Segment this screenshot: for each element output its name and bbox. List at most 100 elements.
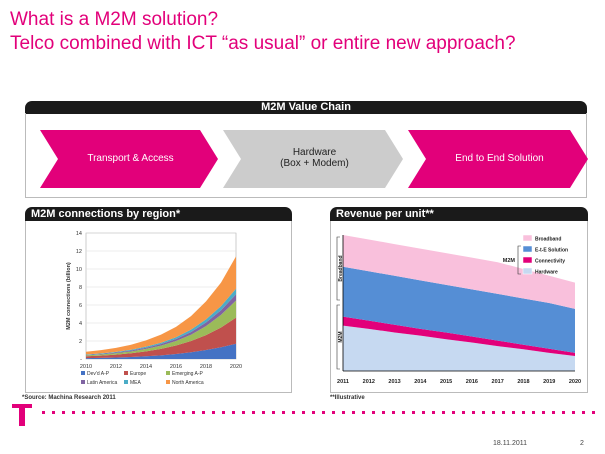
footer-dotted-line [42,411,595,414]
legend-swatch [81,371,85,375]
arrow-end-to-end-label: End to End Solution [455,152,544,164]
y-tick-label: 14 [76,231,82,237]
footer-dot [412,411,415,414]
area-series [86,317,236,359]
footer-dot [372,411,375,414]
footer-dot [512,411,515,414]
footer-dot [552,411,555,414]
legend-swatch [522,234,533,242]
legend-bracket [517,245,521,275]
legend-label: Dev'd A-P [87,371,110,377]
footer-dot [462,411,465,414]
legend-swatch [522,245,533,253]
connections-chart: - 2 4 6 8 10 12 14 2010 2012 2014 2016 2018 2020 M2M c… [66,231,242,386]
area-series [86,256,236,355]
arrow-hardware-label-line2: (Box + Modem) [280,158,349,169]
revenue-chart: 2011 2012 2013 2014 2015 2016 2017 2018 2019 2020… [336,234,581,385]
footer-dot [132,411,135,414]
x-tick-label: 2010 [80,364,92,370]
legend-swatch [522,267,533,275]
revenue-footnote: **Illustrative [330,395,365,401]
y-tick-label: 6 [79,303,82,309]
x-tick-label: 2020 [569,379,581,385]
footer-dot [562,411,565,414]
footer-dot [482,411,485,414]
area-series [343,266,575,353]
legend-label: Europe [130,371,146,377]
footer-dot [182,411,185,414]
legend-label: Emerging A-P [172,371,204,377]
legend-swatch [124,380,128,384]
footer-dot [302,411,305,414]
footer-dot [202,411,205,414]
footer-dot [72,411,75,414]
area-series [86,300,236,357]
footer-dot [192,411,195,414]
slide-title-line2: Telco combined with ICT “as usual” or en… [10,33,516,54]
arrow-hardware-label: Hardware (Box + Modem) [241,128,388,188]
footer-dot [272,411,275,414]
connections-panel [25,221,292,393]
legend-label: E-t-E Solution [535,248,568,254]
x-tick-label: 2011 [337,379,349,385]
footer-dot [262,411,265,414]
axis-segment-label: Breadband [338,255,344,281]
footer-dot [292,411,295,414]
y-tick-label: 4 [79,321,82,327]
area-series [86,294,236,356]
footer-dot [362,411,365,414]
x-tick-label: 2020 [230,364,242,370]
footer-dot [452,411,455,414]
y-tick-label: 8 [79,285,82,291]
footer-dot [252,411,255,414]
legend-label: Latin America [87,380,118,386]
footer-dot [322,411,325,414]
legend-label: Hardware [535,270,558,276]
connections-footnote: *Source: Machina Research 2011 [22,395,116,401]
area-series [343,235,575,309]
x-tick-label: 2018 [517,379,529,385]
arrow-hardware-label-line1: Hardware [292,147,337,158]
x-tick-label: 2015 [440,379,452,385]
footer-dot [572,411,575,414]
legend-swatch [124,371,128,375]
footer-dot [472,411,475,414]
footer-dot [382,411,385,414]
legend-label: North America [172,380,204,386]
revenue-panel [330,221,588,393]
footer-dot [232,411,235,414]
legend-label: MEA [130,380,142,386]
footer-dot [162,411,165,414]
footer-dot [222,411,225,414]
x-tick-label: 2016 [170,364,182,370]
legend-swatch [166,380,170,384]
footer-dot [242,411,245,414]
page-number: 2 [580,440,584,447]
y-tick-label: - [80,357,82,363]
footer-dot [342,411,345,414]
slide-title-line1: What is a M2M solution? [10,9,219,30]
legend-swatch [522,256,533,264]
x-tick-label: 2012 [363,379,375,385]
telekom-logo [12,404,32,426]
footer-dot [492,411,495,414]
footer-dot [422,411,425,414]
footer-dot [402,411,405,414]
axis-bracket [336,304,340,370]
area-series [343,325,575,371]
footer-dot [92,411,95,414]
value-chain-header: M2M Value Chain [25,101,587,114]
footer-dot [592,411,595,414]
footer-dot [312,411,315,414]
footer-dot [212,411,215,414]
area-series [86,343,236,359]
footer-dot [42,411,45,414]
footer-dot [502,411,505,414]
connections-header: M2M connections by region* [25,207,292,221]
legend-swatch [81,380,85,384]
footer-dot [172,411,175,414]
y-tick-label: 12 [76,249,82,255]
y-tick-label: 2 [79,339,82,345]
footer-dot [142,411,145,414]
slide-title: What is a M2M solution? Telco combined w… [10,8,516,56]
